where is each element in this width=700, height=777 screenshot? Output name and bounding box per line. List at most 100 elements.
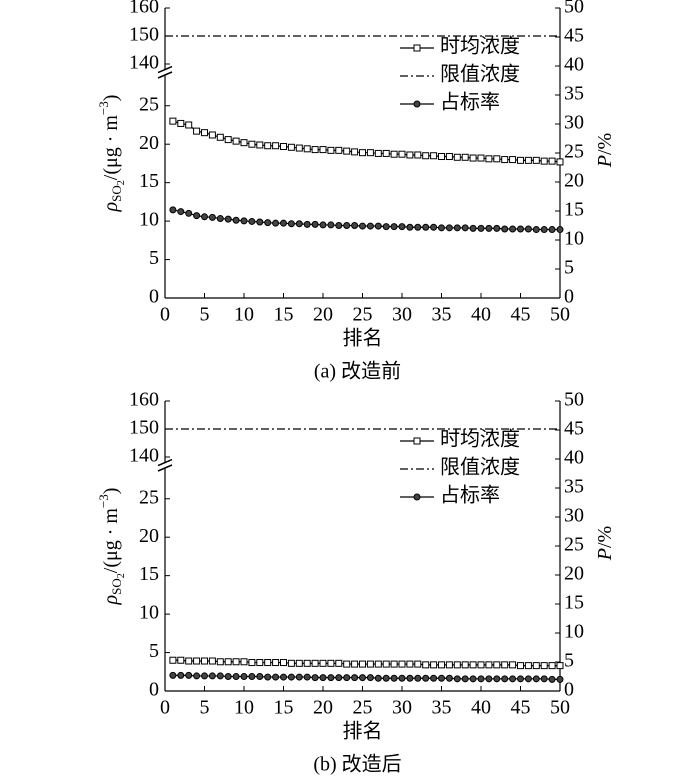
square-marker	[343, 147, 351, 155]
x-tick-label: 40	[471, 304, 491, 326]
circle-marker	[311, 674, 319, 682]
square-marker	[193, 657, 201, 665]
chart-panel: 0 5 10 15 20 25 30 35 40 45 5005101520251401501600…	[96, 0, 616, 383]
square-marker	[493, 155, 501, 163]
legend-label: 时均浓度	[440, 35, 520, 58]
square-marker	[216, 133, 224, 141]
circle-marker	[224, 215, 232, 223]
legend-marker	[413, 493, 421, 501]
y2-tick-label: 0	[564, 679, 574, 701]
square-marker	[485, 661, 493, 669]
square-marker	[461, 153, 469, 161]
y2-tick-label: 50	[564, 389, 584, 411]
square-marker	[406, 151, 414, 159]
square-marker	[430, 661, 438, 669]
circle-marker	[216, 215, 224, 223]
x-tick-label: 30	[392, 304, 412, 326]
circle-marker	[517, 675, 524, 683]
circle-marker	[287, 220, 295, 228]
x-tick-label: 45	[511, 697, 531, 719]
circle-marker	[398, 223, 406, 231]
y2-label-unit: /%	[594, 133, 616, 155]
circle-marker	[256, 218, 264, 226]
square-marker	[240, 658, 248, 666]
square-marker	[398, 660, 406, 668]
circle-marker	[414, 223, 422, 231]
y-tick-label: 20	[139, 525, 159, 547]
circle-marker	[280, 673, 287, 681]
y2-tick-label: 20	[564, 563, 584, 585]
circle-marker	[169, 671, 177, 679]
legend-label: 限值浓度	[440, 456, 520, 479]
y2-tick-label: 25	[564, 141, 584, 163]
circle-marker	[477, 675, 485, 683]
circle-marker	[430, 674, 438, 682]
circle-marker	[509, 675, 517, 683]
y2-tick-label: 40	[564, 54, 584, 76]
y-axis-break	[157, 65, 173, 74]
y-tick-label: 0	[149, 679, 159, 701]
x-tick-label: 50	[550, 697, 570, 719]
y-label-exp: −3	[96, 494, 111, 508]
square-marker	[232, 137, 240, 145]
y2-tick-label: 50	[564, 0, 584, 18]
square-marker	[438, 153, 445, 161]
square-marker	[374, 660, 382, 668]
square-marker	[272, 659, 280, 667]
square-marker	[524, 156, 532, 164]
square-marker	[422, 661, 430, 669]
y2-tick-label: 30	[564, 505, 584, 527]
square-marker	[469, 154, 477, 162]
x-tick-label: 10	[234, 304, 254, 326]
square-marker	[287, 143, 295, 151]
circle-marker	[524, 225, 532, 233]
y2-tick-label: 10	[564, 621, 584, 643]
circle-marker	[343, 222, 351, 229]
square-marker	[469, 661, 477, 669]
circle-marker	[351, 674, 359, 682]
circle-marker	[295, 673, 303, 681]
y-label-unit: /(μg · m	[100, 115, 122, 181]
square-marker	[319, 146, 327, 154]
circle-marker	[280, 219, 287, 227]
legend-marker	[413, 100, 421, 108]
chart-panel: 0 5 10 15 20 25 30 35 40 45 5005101520251401501600…	[96, 389, 616, 776]
y-tick-label: 150	[129, 417, 159, 439]
square-marker	[398, 150, 406, 158]
caption: (b) 改造后	[313, 753, 401, 776]
square-marker	[208, 131, 216, 139]
circle-marker	[319, 221, 327, 229]
y-tick-label: 140	[129, 445, 159, 467]
legend-marker	[413, 437, 421, 445]
y2-tick-label: 25	[564, 534, 584, 556]
circle-marker	[548, 226, 556, 234]
square-marker	[272, 142, 280, 150]
square-marker	[461, 661, 469, 669]
legend-label: 占标率	[440, 91, 500, 114]
square-marker	[509, 661, 517, 669]
square-marker	[524, 662, 532, 670]
circle-marker	[422, 223, 430, 231]
circle-marker	[185, 671, 193, 679]
circle-marker	[438, 674, 445, 682]
square-marker	[295, 144, 303, 152]
y-axis-break	[157, 464, 173, 472]
square-marker	[540, 662, 548, 670]
square-marker	[351, 660, 359, 668]
circle-marker	[335, 674, 343, 682]
x-tick-label: 5	[200, 697, 210, 719]
circle-marker	[406, 223, 414, 231]
x-tick-label: 25	[353, 304, 373, 326]
x-tick-label: 10	[234, 697, 254, 719]
square-marker	[430, 152, 438, 160]
y2-tick-label: 10	[564, 228, 584, 250]
circle-marker	[193, 212, 201, 220]
square-marker	[517, 662, 524, 670]
circle-marker	[303, 220, 311, 228]
square-marker	[509, 156, 517, 164]
square-marker	[382, 660, 390, 668]
circle-marker	[532, 226, 540, 234]
square-marker	[248, 659, 256, 667]
square-marker	[264, 659, 272, 667]
